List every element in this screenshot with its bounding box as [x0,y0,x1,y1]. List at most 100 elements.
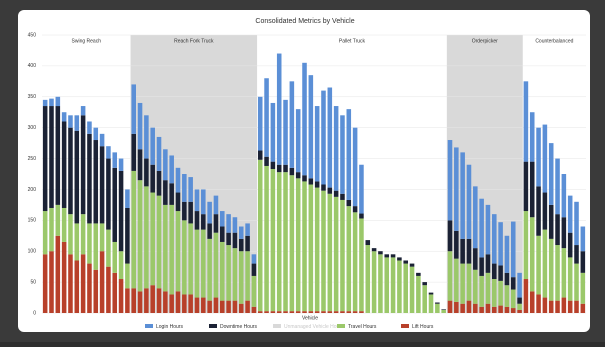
bar-segment [441,309,446,313]
y-tick-label: 150 [28,218,37,224]
bar-segment [131,170,136,289]
bar-segment [99,223,105,252]
bar-segment [561,248,567,298]
group-label: Orderpicker [472,38,498,44]
bar-segment [485,272,491,304]
bar-segment [327,87,333,188]
bar-segment [542,192,548,230]
bar-segment [523,211,529,280]
bar-segment [365,240,371,246]
bar-segment [112,167,118,242]
bar-segment [68,254,73,313]
bar-segment [118,170,124,252]
bar-segment [390,254,396,258]
bar-segment [283,311,288,313]
bar-segment [182,174,187,202]
bar-segment [416,275,421,313]
bar-segment [466,263,472,301]
bar-segment [327,187,333,194]
bar-segment [232,217,238,233]
bar-segment [169,294,174,313]
bar-segment [61,112,67,122]
bar-segment [473,186,478,249]
bar-segment [93,127,99,141]
bar-segment [238,238,244,252]
bar-segment [220,226,225,242]
bar-segment [485,303,491,313]
bar-segment [333,190,339,197]
bar-segment [182,201,187,221]
bar-segment [169,183,174,205]
bar-segment [213,195,219,215]
bar-segment [567,300,573,313]
bar-segment [454,230,459,259]
bar-segment [466,300,472,313]
bar-segment [188,201,193,224]
bar-segment [175,192,181,212]
bar-segment [346,199,352,207]
bar-segment [220,211,225,227]
bar-segment [68,115,73,128]
bar-segment [251,263,257,276]
bar-segment [42,99,48,107]
bar-segment [283,164,288,173]
bar-segment [232,232,238,249]
bar-segment [498,265,503,281]
group-label: Pallet Truck [339,38,366,44]
bar-segment [479,306,484,313]
bar-segment [529,291,535,313]
bar-segment [460,303,465,313]
bar-segment [106,146,111,159]
bar-segment [378,254,383,313]
legend-label: Lift Hours [412,324,434,330]
bar-segment [517,272,522,298]
bar-segment [409,266,415,313]
legend-label: Travel Hours [348,324,377,330]
bar-segment [276,164,282,173]
bar-segment [80,115,86,215]
bar-segment [384,257,390,313]
bar-segment [567,195,573,233]
bar-segment [422,285,427,313]
bar-segment [574,245,579,264]
chart-title: Consolidated Metrics by Vehicle [255,18,354,25]
bar-segment [428,294,434,313]
bar-segment [55,235,61,313]
bar-segment [163,149,168,181]
bar-segment [314,181,320,188]
bar-segment [270,169,276,312]
bar-segment [93,223,99,270]
bar-segment [55,204,61,236]
bar-segment [283,99,288,165]
bar-segment [346,311,352,313]
bar-segment [156,195,162,289]
bar-segment [536,294,541,313]
bar-segment [49,207,54,252]
bar-segment [397,260,402,313]
bar-segment [352,127,358,207]
y-tick-label: 200 [28,187,37,193]
bar-segment [80,106,86,116]
bar-segment [175,211,181,292]
bar-segment [454,147,459,231]
bar-segment [529,161,535,218]
bar-segment [182,220,187,295]
bar-segment [188,294,193,313]
bar-segment [207,223,212,239]
bar-segment [245,300,250,313]
bar-segment [144,186,149,289]
bar-segment [321,311,326,313]
bar-segment [49,251,54,313]
bar-segment [365,245,371,313]
bar-segment [93,269,99,313]
bar-segment [201,189,206,215]
bar-segment [150,285,155,313]
bar-segment [49,98,54,107]
bar-segment [510,277,516,290]
bar-segment [55,96,61,107]
bar-segment [150,192,155,286]
bar-segment [510,289,516,309]
bar-segment [156,170,162,196]
bar-segment [42,106,48,212]
bar-segment [251,275,257,307]
